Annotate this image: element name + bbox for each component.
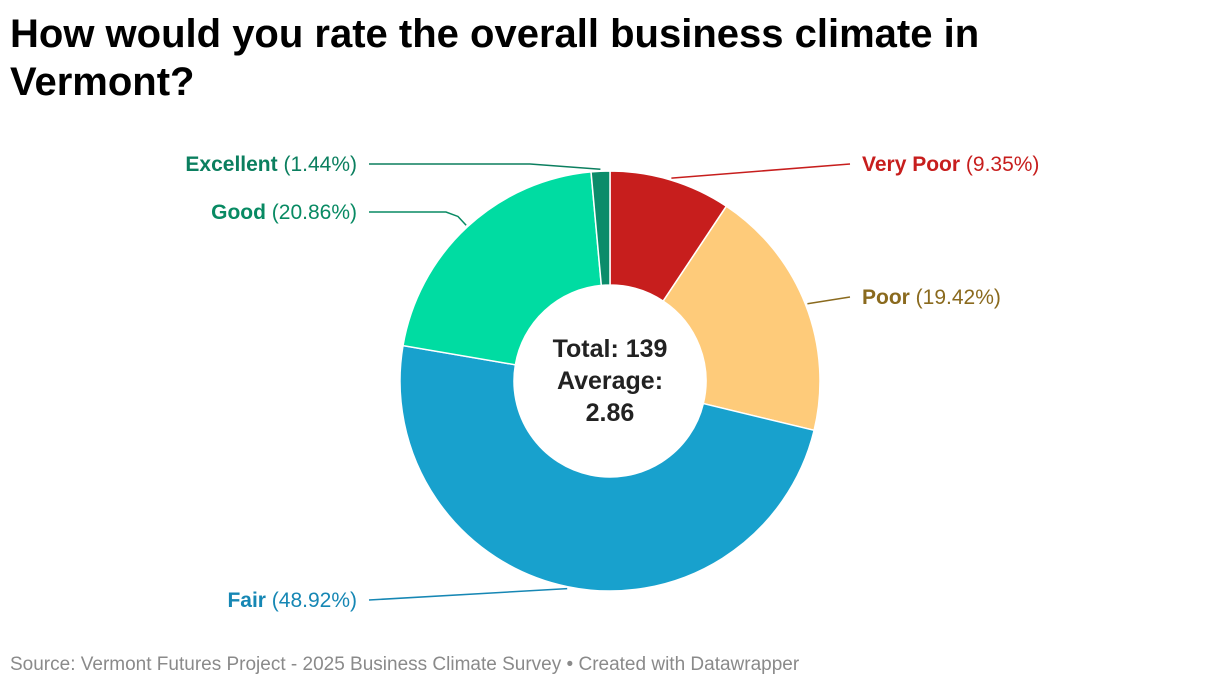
center-text-total: Total: 139 (553, 335, 668, 363)
slice-excellent[interactable] (590, 170, 611, 287)
center-text-average-value: 2.86 (586, 399, 635, 427)
donut-center-summary: Total: 139 Average: 2.86 (553, 335, 668, 427)
label-very-poor: Very Poor (9.35%) (862, 153, 1039, 176)
leader-line-poor (807, 296, 851, 305)
label-percent: (48.92%) (266, 589, 357, 612)
slice-labels: Very Poor (9.35%) Poor (19.42%) Fair (48.9… (185, 153, 1039, 612)
leader-line-very-poor (671, 163, 851, 179)
footer-separator: • (561, 654, 579, 675)
footer-credit[interactable]: Created with Datawrapper (578, 654, 800, 675)
label-percent: (9.35%) (960, 153, 1039, 176)
footer-source: Source: Vermont Futures Project - 2025 B… (10, 654, 562, 675)
label-name: Good (211, 201, 266, 224)
label-good: Good (20.86%) (211, 201, 357, 224)
label-leader-lines (368, 163, 851, 601)
slice-good[interactable] (402, 171, 603, 366)
chart-title: How would you rate the overall business … (10, 12, 980, 104)
label-fair: Fair (48.92%) (227, 589, 357, 612)
leader-line-good (369, 211, 467, 226)
slice-poor[interactable] (662, 205, 821, 432)
label-poor: Poor (19.42%) (862, 286, 1001, 309)
footer: Source: Vermont Futures Project - 2025 B… (10, 654, 799, 676)
leader-line-fair (368, 587, 568, 601)
label-name: Fair (227, 589, 266, 612)
label-name: Poor (862, 286, 910, 309)
center-text-average-label: Average: (557, 367, 663, 395)
label-percent: (20.86%) (266, 201, 357, 224)
donut-slices (399, 170, 821, 592)
label-excellent: Excellent (1.44%) (185, 153, 357, 176)
label-percent: (1.44%) (278, 153, 357, 176)
label-name: Excellent (185, 153, 277, 176)
label-name: Very Poor (862, 153, 960, 176)
leader-line-excellent (369, 163, 601, 170)
label-percent: (19.42%) (910, 286, 1001, 309)
slice-fair[interactable] (399, 344, 816, 592)
